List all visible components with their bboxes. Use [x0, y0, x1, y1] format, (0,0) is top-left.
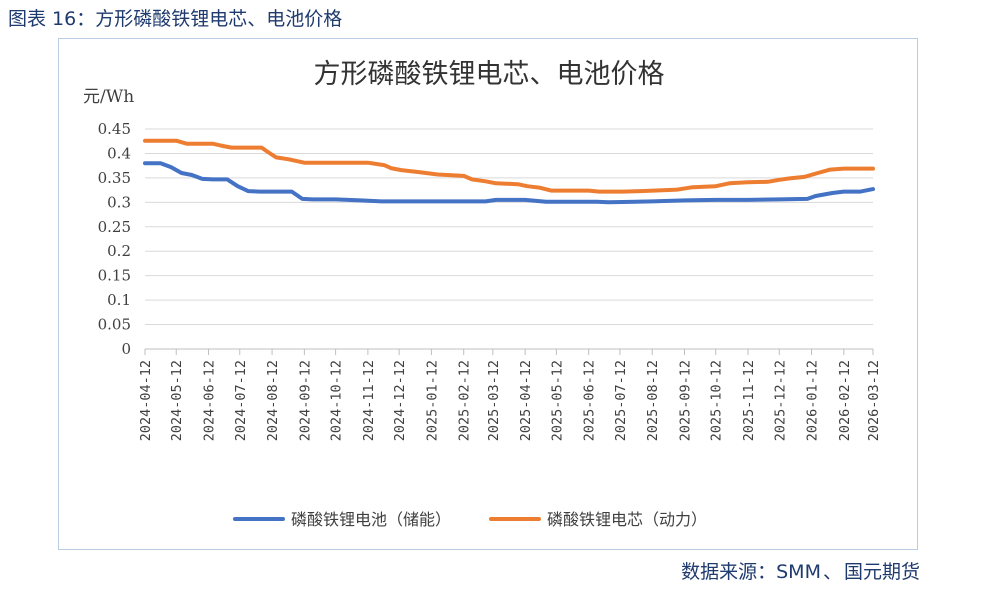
x-tick-label: 2025-07-12 — [613, 360, 629, 441]
y-tick-label: 0.45 — [98, 120, 131, 138]
x-tick-label: 2024-09-12 — [297, 360, 313, 441]
x-tick-label: 2024-06-12 — [202, 360, 218, 441]
y-tick-label: 0.2 — [107, 242, 131, 260]
x-tick-label: 2025-02-12 — [457, 360, 473, 441]
x-tick-label: 2025-06-12 — [582, 360, 598, 441]
y-tick-label: 0.25 — [98, 218, 131, 236]
x-tick-label: 2026-02-12 — [837, 360, 853, 441]
y-tick-label: 0.3 — [107, 193, 131, 211]
source-separator: 、 — [822, 561, 842, 583]
source-org-smm: SMM — [776, 561, 821, 583]
y-tick-label: 0.05 — [98, 316, 131, 334]
x-tick-label: 2024-12-12 — [392, 360, 408, 441]
x-tick-label: 2024-04-12 — [138, 360, 154, 441]
x-axis-tick-labels: 2024-04-12 2024-05-12 2024-06-12 2024-07-12… — [138, 349, 882, 441]
legend: 磷酸铁锂电池（储能） 磷酸铁锂电芯（动力） — [233, 510, 707, 529]
x-tick-label: 2026-01-12 — [805, 360, 821, 441]
y-axis-unit-label: 元/Wh — [83, 87, 134, 107]
x-tick-label: 2025-11-12 — [741, 360, 757, 441]
y-axis-tick-labels: 0 0.05 0.1 0.15 0.2 0.25 0.3 0.35 0.4 0.45 — [98, 120, 131, 358]
series-line-storage-battery — [143, 161, 875, 205]
x-tick-label: 2024-10-12 — [329, 360, 345, 441]
x-tick-label: 2025-10-12 — [709, 360, 725, 441]
x-tick-label: 2025-03-12 — [486, 360, 502, 441]
y-tick-label: 0.15 — [98, 267, 131, 285]
x-tick-label: 2025-09-12 — [677, 360, 693, 441]
y-tick-label: 0.1 — [107, 291, 131, 309]
x-tick-label: 2024-11-12 — [361, 360, 377, 441]
gridlines — [145, 128, 873, 350]
x-tick-label: 2025-08-12 — [645, 360, 661, 441]
x-tick-label: 2024-08-12 — [265, 360, 281, 441]
legend-label: 磷酸铁锂电芯（动力） — [547, 510, 707, 529]
y-tick-label: 0.35 — [98, 169, 131, 187]
source-note: 数据来源：SMM、国元期货 — [681, 557, 920, 584]
x-tick-label: 2025-12-12 — [772, 360, 788, 441]
source-label: 数据来源： — [681, 561, 777, 583]
x-tick-label: 2024-07-12 — [233, 360, 249, 441]
y-tick-label: 0 — [121, 340, 131, 358]
x-tick-label: 2024-05-12 — [169, 360, 185, 441]
x-tick-label: 2025-05-12 — [549, 360, 565, 441]
x-tick-label: 2025-04-12 — [518, 360, 534, 441]
chart-frame: 方形磷酸铁锂电芯、电池价格 元/Wh 0 0.05 0.1 0.15 0.2 0.25 0.… — [58, 38, 918, 550]
y-tick-label: 0.4 — [107, 144, 131, 162]
x-tick-label: 2026-03-12 — [866, 360, 882, 441]
source-org-guoyuan: 国元期货 — [843, 561, 920, 583]
price-line-chart: 方形磷酸铁锂电芯、电池价格 元/Wh 0 0.05 0.1 0.15 0.2 0.25 0.… — [83, 59, 882, 529]
figure-caption: 图表 16：方形磷酸铁锂电芯、电池价格 — [8, 8, 343, 30]
legend-label: 磷酸铁锂电池（储能） — [291, 510, 451, 529]
series-line-power-cell — [143, 138, 875, 194]
chart-title: 方形磷酸铁锂电芯、电池价格 — [314, 59, 665, 90]
series-lines — [143, 138, 875, 205]
x-tick-label: 2025-01-12 — [424, 360, 440, 441]
